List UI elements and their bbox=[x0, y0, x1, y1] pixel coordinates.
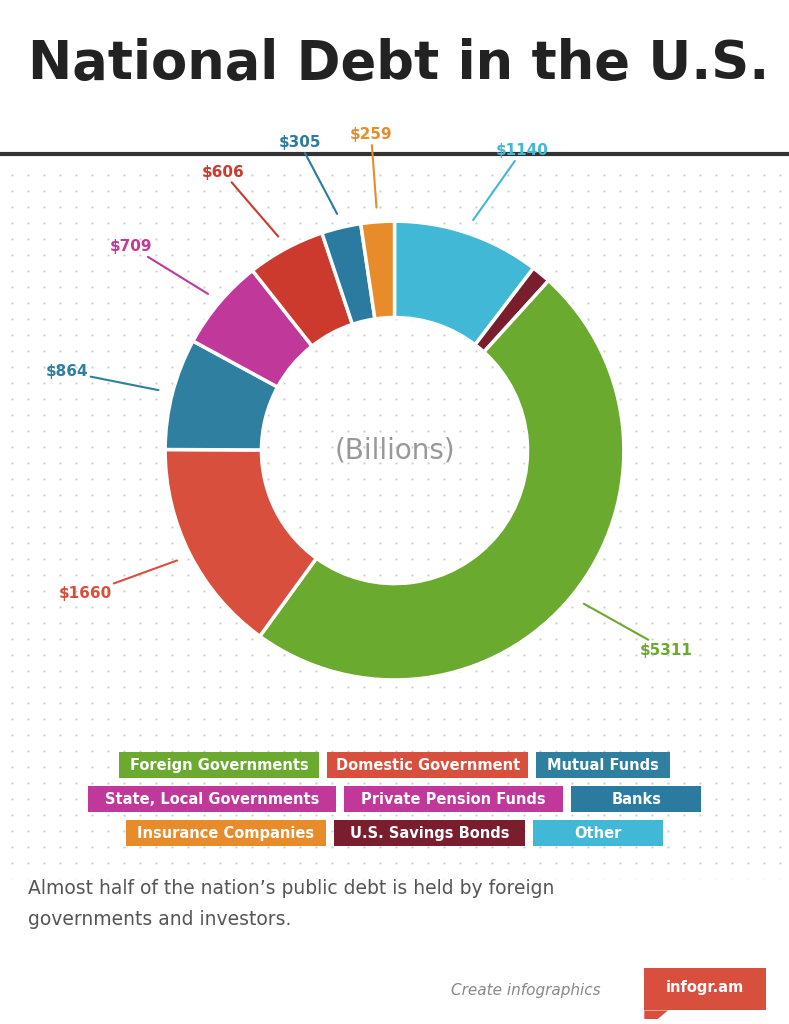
Wedge shape bbox=[475, 268, 548, 352]
FancyBboxPatch shape bbox=[327, 753, 528, 778]
FancyBboxPatch shape bbox=[344, 786, 563, 812]
Text: National Debt in the U.S.: National Debt in the U.S. bbox=[28, 38, 769, 90]
Text: infogr.am: infogr.am bbox=[666, 980, 745, 995]
Wedge shape bbox=[394, 221, 533, 345]
Text: Other: Other bbox=[574, 825, 622, 841]
Wedge shape bbox=[165, 450, 316, 636]
Text: State, Local Governments: State, Local Governments bbox=[105, 792, 319, 807]
FancyBboxPatch shape bbox=[125, 820, 326, 846]
Text: $5311: $5311 bbox=[584, 604, 693, 657]
FancyBboxPatch shape bbox=[119, 753, 320, 778]
Text: (Billions): (Billions) bbox=[335, 436, 454, 465]
Polygon shape bbox=[645, 1011, 668, 1024]
Text: Mutual Funds: Mutual Funds bbox=[547, 758, 659, 773]
Bar bbox=[0, 0, 789, 154]
Text: $864: $864 bbox=[45, 365, 159, 390]
Text: $1660: $1660 bbox=[59, 560, 177, 601]
Wedge shape bbox=[322, 223, 375, 325]
Text: $259: $259 bbox=[350, 127, 392, 208]
Wedge shape bbox=[361, 221, 394, 318]
Text: Insurance Companies: Insurance Companies bbox=[137, 825, 315, 841]
Bar bbox=[0, 879, 789, 1024]
Text: $305: $305 bbox=[279, 135, 337, 214]
FancyBboxPatch shape bbox=[645, 969, 766, 1011]
Text: Foreign Governments: Foreign Governments bbox=[130, 758, 308, 773]
Text: Domestic Government: Domestic Government bbox=[335, 758, 520, 773]
Text: $606: $606 bbox=[201, 165, 279, 237]
Text: Private Pension Funds: Private Pension Funds bbox=[361, 792, 546, 807]
Text: Almost half of the nation’s public debt is held by foreign
governments and inves: Almost half of the nation’s public debt … bbox=[28, 880, 554, 930]
Wedge shape bbox=[193, 270, 312, 387]
FancyBboxPatch shape bbox=[533, 820, 664, 846]
Text: $709: $709 bbox=[110, 239, 208, 294]
FancyBboxPatch shape bbox=[88, 786, 336, 812]
Text: Banks: Banks bbox=[611, 792, 661, 807]
Text: Create infographics: Create infographics bbox=[451, 983, 600, 998]
Text: U.S. Savings Bonds: U.S. Savings Bonds bbox=[350, 825, 510, 841]
Wedge shape bbox=[165, 341, 278, 450]
FancyBboxPatch shape bbox=[571, 786, 701, 812]
Wedge shape bbox=[252, 233, 353, 346]
FancyBboxPatch shape bbox=[335, 820, 525, 846]
Wedge shape bbox=[260, 281, 624, 680]
FancyBboxPatch shape bbox=[536, 753, 670, 778]
Text: $1140: $1140 bbox=[473, 143, 548, 220]
